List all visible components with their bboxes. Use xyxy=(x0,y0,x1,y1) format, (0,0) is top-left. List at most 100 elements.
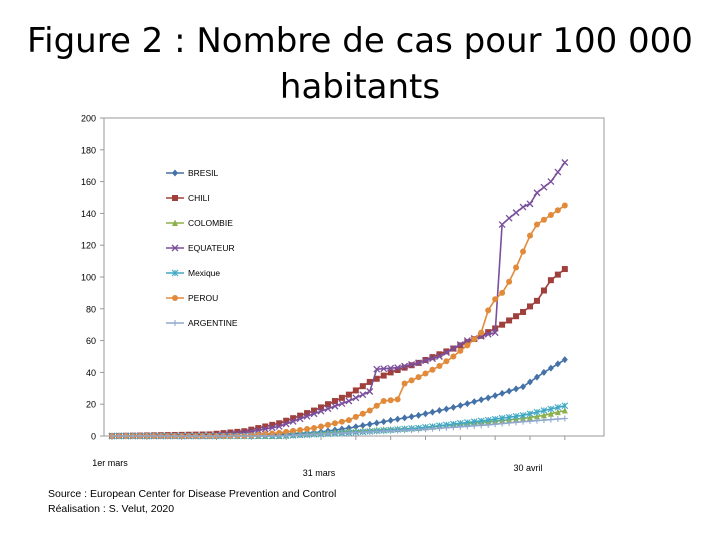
data-point-chili xyxy=(338,394,345,401)
data-point-chili xyxy=(547,277,554,284)
data-point-perou xyxy=(478,329,485,336)
data-point-equateur xyxy=(491,329,499,337)
data-point-perou xyxy=(561,202,568,209)
data-point-argentine xyxy=(338,430,345,437)
data-point-argentine xyxy=(115,433,122,439)
data-point-colombie xyxy=(561,407,568,414)
data-point-argentine xyxy=(373,428,380,435)
data-point-argentine xyxy=(478,422,485,429)
data-point-chili xyxy=(241,428,248,435)
data-point-argentine xyxy=(241,433,248,439)
data-point-chili xyxy=(499,321,506,328)
data-point-mexique xyxy=(498,414,506,422)
data-point-bresil xyxy=(436,407,443,415)
y-tick-label: 120 xyxy=(81,241,96,251)
data-point-perou xyxy=(401,380,408,387)
data-point-bresil xyxy=(492,392,499,400)
legend-label: ARGENTINE xyxy=(188,318,238,328)
data-point-argentine xyxy=(506,419,513,426)
data-point-perou xyxy=(311,425,318,432)
data-point-colombie xyxy=(527,413,533,421)
data-point-equateur xyxy=(498,221,506,228)
data-point-equateur xyxy=(533,189,541,197)
data-point-chili xyxy=(443,348,450,355)
data-point-chili xyxy=(318,404,324,411)
y-tick-label: 140 xyxy=(81,209,96,219)
data-point-equateur xyxy=(261,425,269,433)
data-point-perou xyxy=(471,336,478,343)
data-point-argentine xyxy=(366,428,373,435)
data-point-bresil xyxy=(527,378,533,386)
y-tick-label: 200 xyxy=(81,114,96,124)
data-point-mexique xyxy=(526,410,534,418)
source-note: Source : European Center for Disease Pre… xyxy=(48,487,336,517)
data-point-bresil xyxy=(443,405,450,413)
data-point-bresil xyxy=(387,416,394,424)
data-point-equateur xyxy=(324,405,332,413)
data-point-perou xyxy=(387,397,394,404)
data-point-argentine xyxy=(283,432,290,439)
data-point-equateur xyxy=(526,200,534,208)
data-point-chili xyxy=(540,287,547,294)
data-point-perou xyxy=(366,407,373,414)
data-point-chili xyxy=(290,415,297,422)
data-point-chili xyxy=(352,387,359,394)
data-point-argentine xyxy=(513,419,520,426)
data-point-chili xyxy=(401,364,408,371)
data-point-chili xyxy=(366,378,373,385)
data-point-perou xyxy=(499,289,506,296)
data-point-argentine xyxy=(561,415,568,422)
figure-title: Figure 2 : Nombre de cas pour 100 000 ha… xyxy=(0,18,720,110)
data-point-chili xyxy=(533,297,540,304)
data-point-perou xyxy=(415,374,422,381)
data-point-argentine xyxy=(408,426,415,433)
data-point-bresil xyxy=(471,398,478,406)
data-point-equateur xyxy=(429,355,436,363)
data-point-mexique xyxy=(519,411,527,419)
data-point-equateur xyxy=(554,168,562,176)
data-point-chili xyxy=(276,420,283,427)
data-point-argentine xyxy=(227,433,234,439)
legend-label: COLOMBIE xyxy=(188,218,233,228)
data-point-bresil xyxy=(520,383,527,391)
data-point-equateur xyxy=(303,412,311,420)
data-point-chili xyxy=(429,354,436,361)
data-point-bresil xyxy=(352,423,359,431)
data-point-argentine xyxy=(401,427,408,434)
data-point-bresil xyxy=(533,373,540,381)
data-point-chili xyxy=(554,271,561,278)
data-point-perou xyxy=(554,207,561,214)
data-point-bresil xyxy=(561,356,568,364)
x-tick-label: 31 mars xyxy=(303,468,336,478)
data-point-argentine xyxy=(234,433,241,439)
data-point-chili xyxy=(255,425,262,432)
data-point-equateur xyxy=(296,415,304,423)
data-point-equateur xyxy=(442,349,450,356)
data-point-equateur xyxy=(394,364,402,372)
data-point-argentine xyxy=(262,433,269,439)
data-point-chili xyxy=(304,410,311,417)
data-point-equateur xyxy=(547,178,555,186)
legend-label: PEROU xyxy=(188,293,218,303)
data-point-argentine xyxy=(178,433,185,439)
data-point-bresil xyxy=(359,422,366,430)
data-point-equateur xyxy=(561,159,569,166)
data-point-mexique xyxy=(554,403,562,411)
data-point-perou xyxy=(450,353,457,360)
data-point-equateur xyxy=(380,365,388,373)
data-point-perou xyxy=(464,342,471,349)
credit-text: Réalisation : S. Velut, 2020 xyxy=(48,503,175,515)
data-point-equateur xyxy=(505,214,513,222)
data-point-mexique xyxy=(505,413,513,421)
data-point-equateur xyxy=(317,407,325,415)
data-point-mexique xyxy=(512,412,520,420)
data-point-argentine xyxy=(331,430,338,437)
legend-marker xyxy=(172,169,178,177)
data-point-argentine xyxy=(547,416,554,423)
legend-label: BRESIL xyxy=(188,168,219,178)
data-point-perou xyxy=(359,410,366,417)
data-point-chili xyxy=(359,383,366,390)
data-point-bresil xyxy=(464,400,471,408)
data-point-chili xyxy=(297,412,304,419)
